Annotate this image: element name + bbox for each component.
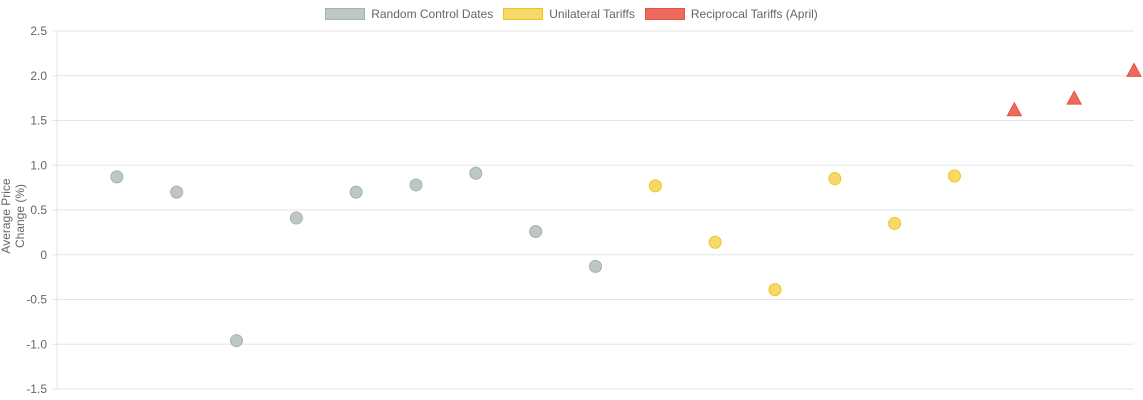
data-point-triangle <box>1006 101 1023 117</box>
legend-label: Reciprocal Tariffs (April) <box>690 7 818 21</box>
data-point <box>110 170 124 184</box>
y-tick-label: -1.0 <box>26 337 47 351</box>
data-point <box>230 334 243 348</box>
y-tick-label: 1.5 <box>30 114 47 128</box>
data-point <box>529 224 543 238</box>
data-point <box>648 179 662 193</box>
data-point <box>289 211 303 225</box>
y-tick-label: -1.5 <box>26 382 47 396</box>
legend-swatch <box>644 8 685 20</box>
data-point <box>828 172 842 186</box>
legend-item-reciprocal[interactable]: Reciprocal Tariffs (April) <box>644 7 818 21</box>
y-tick-label: 1.0 <box>30 158 47 172</box>
data-point <box>469 166 483 180</box>
legend-swatch <box>325 8 366 20</box>
data-point <box>888 216 902 230</box>
y-tick-label: 2.5 <box>30 24 47 38</box>
legend: Random Control Dates Unilateral Tariffs … <box>0 7 1143 21</box>
legend-label: Unilateral Tariffs <box>549 7 635 21</box>
data-point <box>708 235 722 249</box>
data-point <box>409 178 423 192</box>
legend-item-unilateral[interactable]: Unilateral Tariffs <box>503 7 635 21</box>
data-point-triangle <box>1066 90 1083 105</box>
y-tick-label: -0.5 <box>26 293 47 307</box>
data-point <box>589 259 602 273</box>
data-point <box>349 185 363 199</box>
data-point <box>948 169 961 183</box>
y-tick-label: 0 <box>40 248 47 262</box>
legend-swatch <box>503 8 544 20</box>
y-tick-label: 2.0 <box>30 69 47 83</box>
y-tick-label: 0.5 <box>30 203 47 217</box>
data-point <box>170 185 184 199</box>
data-point <box>768 283 782 297</box>
data-point-triangle <box>1126 62 1142 77</box>
legend-label: Random Control Dates <box>371 7 494 21</box>
legend-item-control[interactable]: Random Control Dates <box>325 7 493 21</box>
